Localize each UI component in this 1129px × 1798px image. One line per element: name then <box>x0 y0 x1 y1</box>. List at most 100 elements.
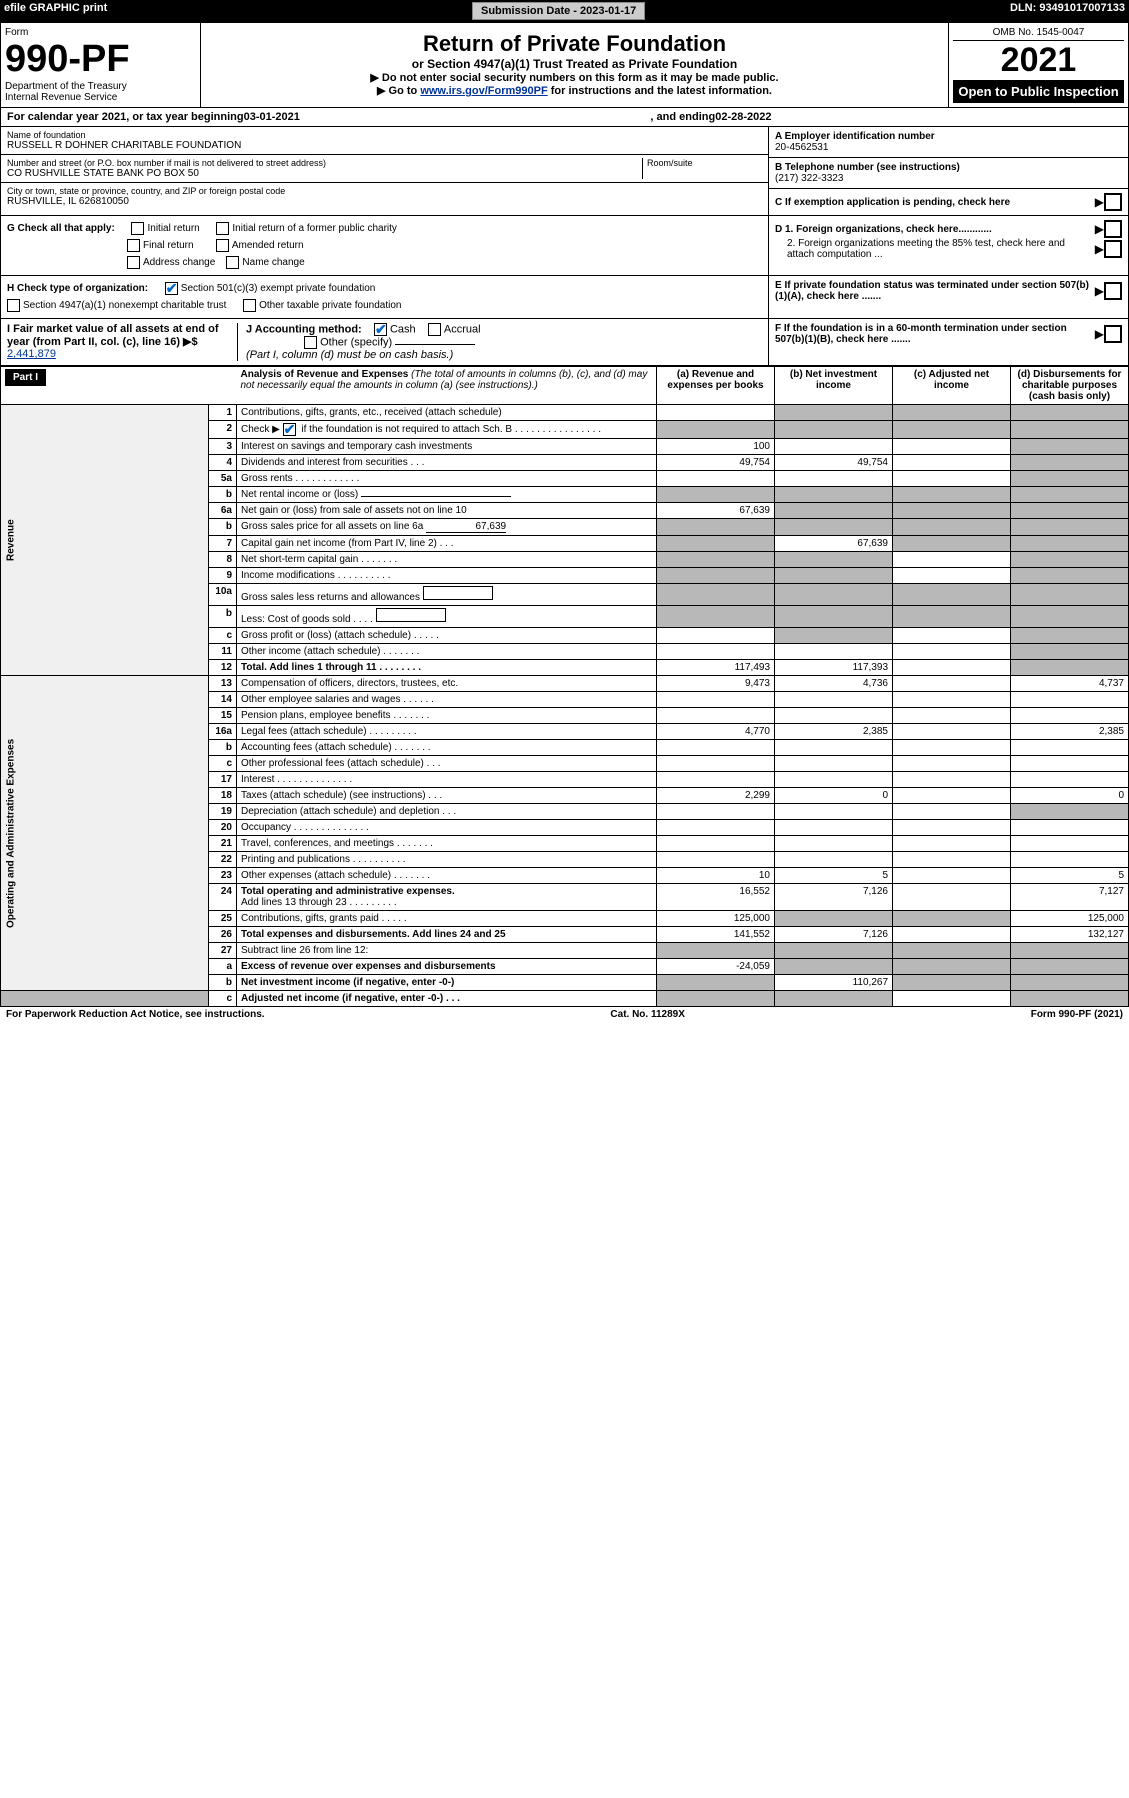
cell-d: 7,127 <box>1011 884 1129 911</box>
arrow-icon: ▶ <box>1095 242 1104 256</box>
cell-d <box>1011 644 1129 660</box>
name-cell: Name of foundation RUSSELL R DOHNER CHAR… <box>1 127 768 155</box>
hother-label: Other taxable private foundation <box>259 300 401 311</box>
cell-d <box>1011 975 1129 991</box>
part-label: Part I <box>5 369 46 386</box>
cell-d <box>1011 943 1129 959</box>
cell-c <box>893 852 1011 868</box>
row-desc: Less: Cost of goods sold . . . . <box>237 606 657 628</box>
j-cash-label: Cash <box>390 323 416 335</box>
r10a-box[interactable] <box>423 586 493 600</box>
cell-c <box>893 606 1011 628</box>
j-accrual-checkbox[interactable] <box>428 323 441 336</box>
j-cash-checkbox[interactable] <box>374 323 387 336</box>
row-num: 24 <box>209 884 237 911</box>
form-number: 990-PF <box>5 38 196 81</box>
cell-a: 100 <box>657 439 775 455</box>
cell-c <box>893 455 1011 471</box>
cell-d: 4,737 <box>1011 676 1129 692</box>
j-other-input[interactable] <box>395 344 475 345</box>
amended-checkbox[interactable] <box>216 239 229 252</box>
sch-b-checkbox[interactable] <box>283 423 296 436</box>
name-change-label: Name change <box>242 257 304 268</box>
cell-a: 4,770 <box>657 724 775 740</box>
cell-d <box>1011 756 1129 772</box>
j-note: (Part I, column (d) must be on cash basi… <box>246 349 762 361</box>
tax-year: 2021 <box>953 41 1124 80</box>
cell-c <box>893 439 1011 455</box>
form-label: Form <box>5 27 196 38</box>
cell-b <box>775 628 893 644</box>
row-num: b <box>209 519 237 536</box>
c-checkbox[interactable] <box>1104 193 1122 211</box>
expenses-side-label: Operating and Administrative Expenses <box>1 676 209 991</box>
row-desc: Net investment income (if negative, ente… <box>237 975 657 991</box>
cell-c <box>893 676 1011 692</box>
j-other-checkbox[interactable] <box>304 336 317 349</box>
col-a-header: (a) Revenue and expenses per books <box>657 367 775 405</box>
cell-b: 49,754 <box>775 455 893 471</box>
final-checkbox[interactable] <box>127 239 140 252</box>
table-row: cAdjusted net income (if negative, enter… <box>1 991 1129 1007</box>
phone-cell: B Telephone number (see instructions) (2… <box>769 158 1128 189</box>
name-label: Name of foundation <box>7 130 762 140</box>
dept-treasury: Department of the Treasury <box>5 81 196 92</box>
irs-link[interactable]: www.irs.gov/Form990PF <box>420 85 547 97</box>
r5b-input[interactable] <box>361 496 511 497</box>
amended-label: Amended return <box>232 240 304 251</box>
foundation-addr: CO RUSHVILLE STATE BANK PO BOX 50 <box>7 168 642 179</box>
cell-b <box>775 405 893 421</box>
h501c3-checkbox[interactable] <box>165 282 178 295</box>
foundation-city: RUSHVILLE, IL 626810050 <box>7 196 762 207</box>
row-num: 21 <box>209 836 237 852</box>
row-desc: Net rental income or (loss) <box>237 487 657 503</box>
cell-c <box>893 519 1011 536</box>
row-num: 7 <box>209 536 237 552</box>
phone-label: B Telephone number (see instructions) <box>775 162 1122 173</box>
initial-checkbox[interactable] <box>131 222 144 235</box>
i-value-link[interactable]: 2,441,879 <box>7 348 56 360</box>
hother-checkbox[interactable] <box>243 299 256 312</box>
d1-checkbox[interactable] <box>1104 220 1122 238</box>
row-desc: Gross profit or (loss) (attach schedule)… <box>237 628 657 644</box>
cell-a: 10 <box>657 868 775 884</box>
f-checkbox[interactable] <box>1104 325 1122 343</box>
row-num: 4 <box>209 455 237 471</box>
r10b-box[interactable] <box>376 608 446 622</box>
row-num: 20 <box>209 820 237 836</box>
form-title: Return of Private Foundation <box>209 31 940 57</box>
cell-a: 49,754 <box>657 455 775 471</box>
h4947-checkbox[interactable] <box>7 299 20 312</box>
cell-c <box>893 943 1011 959</box>
footer-center: Cat. No. 11289X <box>610 1009 684 1020</box>
open-public: Open to Public Inspection <box>953 80 1124 103</box>
cell-a <box>657 606 775 628</box>
cell-c <box>893 975 1011 991</box>
cell-b: 117,393 <box>775 660 893 676</box>
addr-change-checkbox[interactable] <box>127 256 140 269</box>
d2-checkbox[interactable] <box>1104 240 1122 258</box>
cell-d <box>1011 852 1129 868</box>
e-checkbox[interactable] <box>1104 282 1122 300</box>
row-desc: Excess of revenue over expenses and disb… <box>237 959 657 975</box>
cell-b: 4,736 <box>775 676 893 692</box>
cell-c <box>893 692 1011 708</box>
cell-a <box>657 519 775 536</box>
row-desc: Accounting fees (attach schedule) . . . … <box>237 740 657 756</box>
row-desc: Total expenses and disbursements. Add li… <box>237 927 657 943</box>
name-change-checkbox[interactable] <box>226 256 239 269</box>
cell-b <box>775 644 893 660</box>
cell-b <box>775 959 893 975</box>
row-num: 27 <box>209 943 237 959</box>
ein-cell: A Employer identification number 20-4562… <box>769 127 1128 158</box>
j-block: J Accounting method: Cash Accrual Other … <box>237 323 762 361</box>
row-desc: Subtract line 26 from line 12: <box>237 943 657 959</box>
efile-label: efile GRAPHIC print <box>4 2 107 20</box>
row-desc: Other expenses (attach schedule) . . . .… <box>237 868 657 884</box>
j-label: J Accounting method: <box>246 323 362 335</box>
initial-former-checkbox[interactable] <box>216 222 229 235</box>
addr-cell: Number and street (or P.O. box number if… <box>1 155 768 183</box>
cell-a <box>657 991 775 1007</box>
cy-end: 02-28-2022 <box>715 111 771 123</box>
row-desc: Other employee salaries and wages . . . … <box>237 692 657 708</box>
